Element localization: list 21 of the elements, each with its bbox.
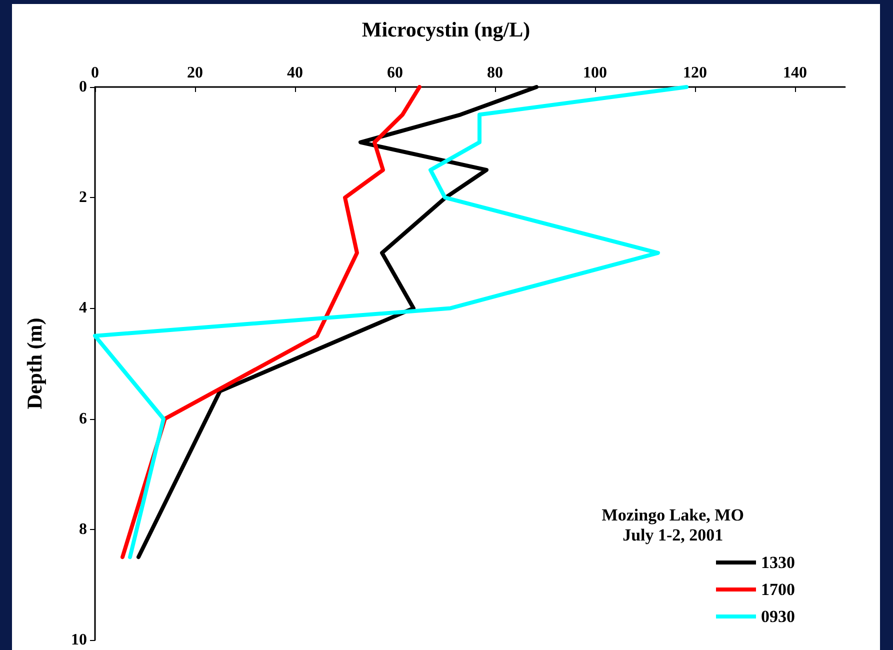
x-tick-label: 140 <box>783 64 807 82</box>
legend-label: 1700 <box>761 580 795 599</box>
chart-title: Microcystin (ng/L) <box>362 18 530 42</box>
y-tick-label: 6 <box>79 410 87 428</box>
line-series <box>120 85 422 560</box>
y-tick-label: 8 <box>79 520 87 538</box>
y-tick-label: 2 <box>79 189 87 206</box>
x-tick-label: 100 <box>583 64 607 82</box>
x-tick-label: 60 <box>387 64 403 82</box>
x-tick-label: 20 <box>187 64 203 82</box>
legend-title: Mozingo Lake, MO July 1-2, 2001 <box>602 506 744 544</box>
y-tick-label: 10 <box>71 632 87 648</box>
y-axis-title: Depth (m) <box>22 318 46 410</box>
legend-label: 0930 <box>761 607 795 626</box>
x-tick-label: 40 <box>287 64 303 82</box>
x-tick-label: 120 <box>683 64 707 82</box>
x-tick-label: 0 <box>91 64 99 82</box>
y-tick-label: 0 <box>79 78 87 96</box>
x-tick-label: 80 <box>487 64 503 82</box>
legend-label: 1330 <box>761 553 795 572</box>
y-tick-label: 4 <box>79 300 87 317</box>
